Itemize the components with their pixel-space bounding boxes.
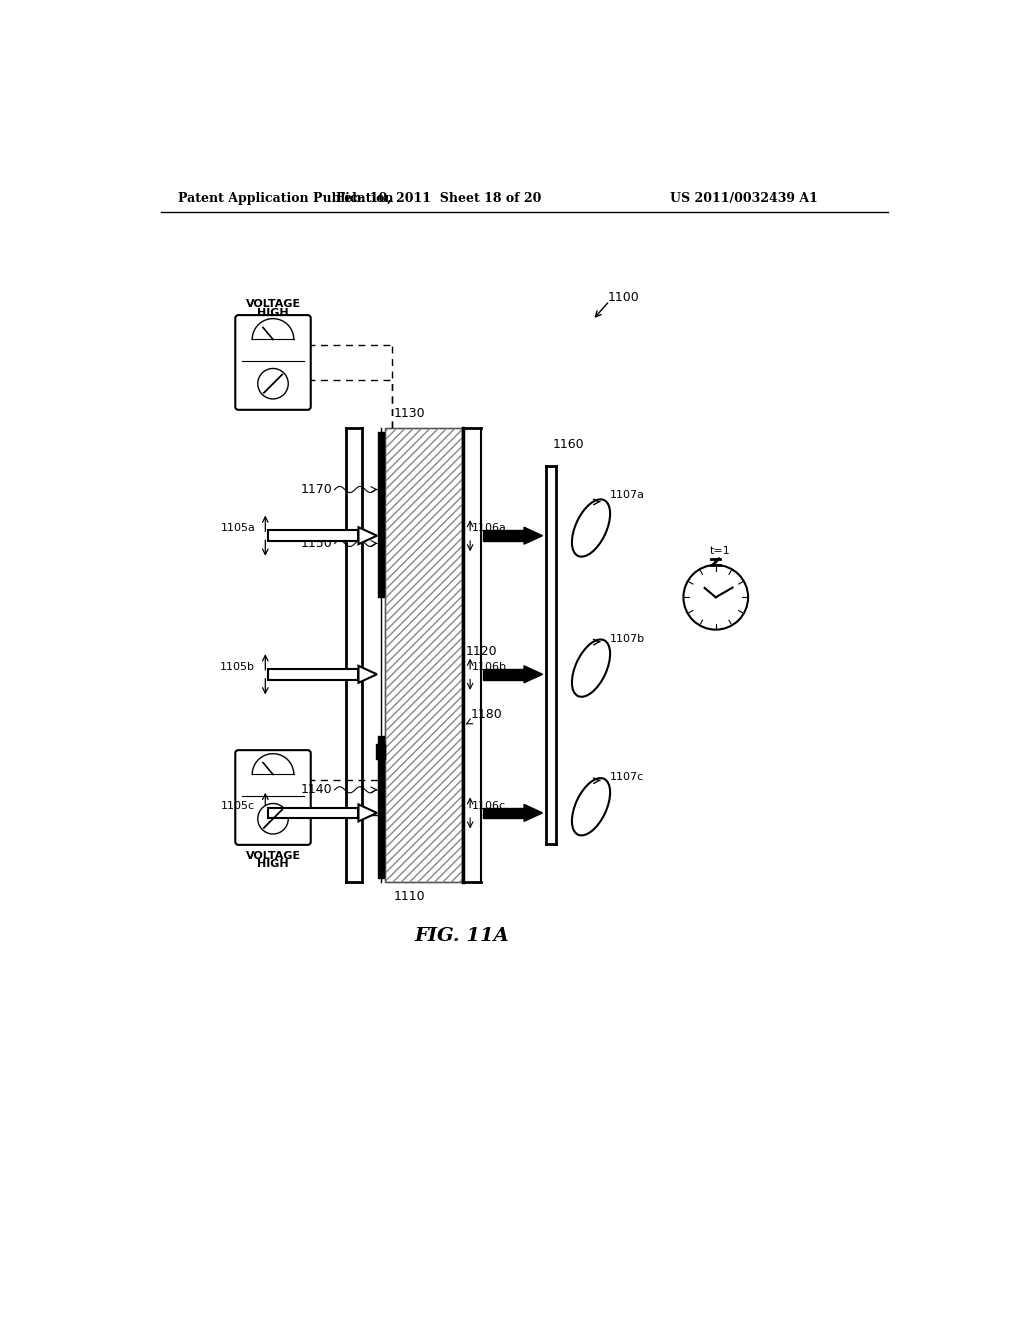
Text: 1150: 1150 (301, 537, 333, 550)
Text: 1106a: 1106a (472, 524, 507, 533)
FancyBboxPatch shape (236, 750, 310, 845)
Bar (267, 669, 358, 680)
Text: Feb. 10, 2011  Sheet 18 of 20: Feb. 10, 2011 Sheet 18 of 20 (336, 191, 542, 205)
Text: VOLTAGE: VOLTAGE (246, 300, 301, 309)
Polygon shape (524, 527, 543, 544)
Text: FIG. 11A: FIG. 11A (415, 927, 509, 945)
Bar (267, 531, 358, 541)
Text: 1120: 1120 (466, 644, 497, 657)
Text: Patent Application Publication: Patent Application Publication (178, 191, 394, 205)
Bar (267, 808, 358, 818)
Circle shape (258, 368, 289, 399)
Polygon shape (358, 804, 377, 821)
FancyBboxPatch shape (236, 315, 310, 409)
Text: HIGH: HIGH (257, 308, 289, 318)
Text: 1107b: 1107b (609, 634, 645, 644)
Text: 1180: 1180 (471, 708, 503, 721)
Text: 1107a: 1107a (609, 490, 644, 500)
Text: 1107c: 1107c (609, 772, 644, 781)
Bar (385, 428, 462, 882)
Text: 1140: 1140 (301, 783, 333, 796)
Text: 1110: 1110 (394, 890, 426, 903)
Circle shape (683, 565, 749, 630)
Polygon shape (524, 804, 543, 821)
Text: 1106c: 1106c (472, 801, 506, 810)
Text: 1170: 1170 (301, 483, 333, 496)
Text: VOLTAGE: VOLTAGE (246, 850, 301, 861)
Bar (385, 428, 462, 882)
Bar (483, 808, 524, 818)
Ellipse shape (572, 499, 610, 557)
Text: 1130: 1130 (394, 407, 426, 420)
Bar (483, 669, 524, 680)
Text: 1106b: 1106b (472, 663, 507, 672)
Polygon shape (524, 665, 543, 682)
Circle shape (258, 804, 289, 834)
Polygon shape (358, 665, 377, 682)
Text: US 2011/0032439 A1: US 2011/0032439 A1 (670, 191, 817, 205)
Ellipse shape (572, 777, 610, 836)
Polygon shape (358, 527, 377, 544)
Text: t=1: t=1 (710, 545, 730, 556)
Text: 1100: 1100 (608, 290, 640, 304)
Text: 1105a: 1105a (220, 524, 255, 533)
Text: 1105b: 1105b (220, 663, 255, 672)
Text: 1105c: 1105c (221, 801, 255, 810)
Text: 1160: 1160 (553, 438, 584, 451)
Bar (483, 531, 524, 541)
Ellipse shape (572, 639, 610, 697)
Text: HIGH: HIGH (257, 859, 289, 869)
